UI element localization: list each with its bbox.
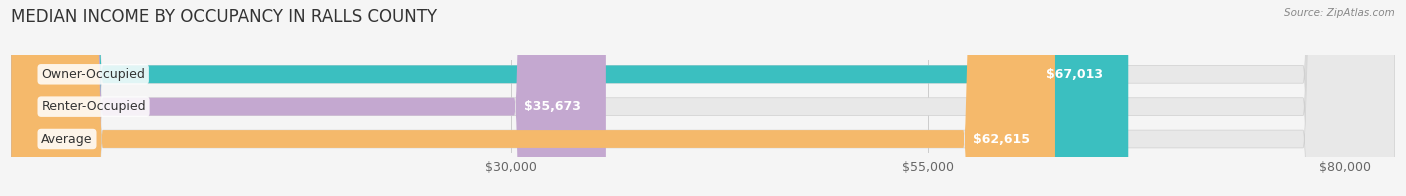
FancyBboxPatch shape — [11, 0, 1128, 196]
FancyBboxPatch shape — [11, 0, 606, 196]
Text: $62,615: $62,615 — [973, 132, 1031, 145]
Text: $67,013: $67,013 — [1046, 68, 1104, 81]
Text: Renter-Occupied: Renter-Occupied — [41, 100, 146, 113]
Text: $35,673: $35,673 — [524, 100, 581, 113]
FancyBboxPatch shape — [11, 0, 1395, 196]
FancyBboxPatch shape — [11, 0, 1395, 196]
Text: Average: Average — [41, 132, 93, 145]
Text: Owner-Occupied: Owner-Occupied — [41, 68, 145, 81]
FancyBboxPatch shape — [11, 0, 1054, 196]
Text: MEDIAN INCOME BY OCCUPANCY IN RALLS COUNTY: MEDIAN INCOME BY OCCUPANCY IN RALLS COUN… — [11, 8, 437, 26]
FancyBboxPatch shape — [11, 0, 1395, 196]
Text: Source: ZipAtlas.com: Source: ZipAtlas.com — [1284, 8, 1395, 18]
